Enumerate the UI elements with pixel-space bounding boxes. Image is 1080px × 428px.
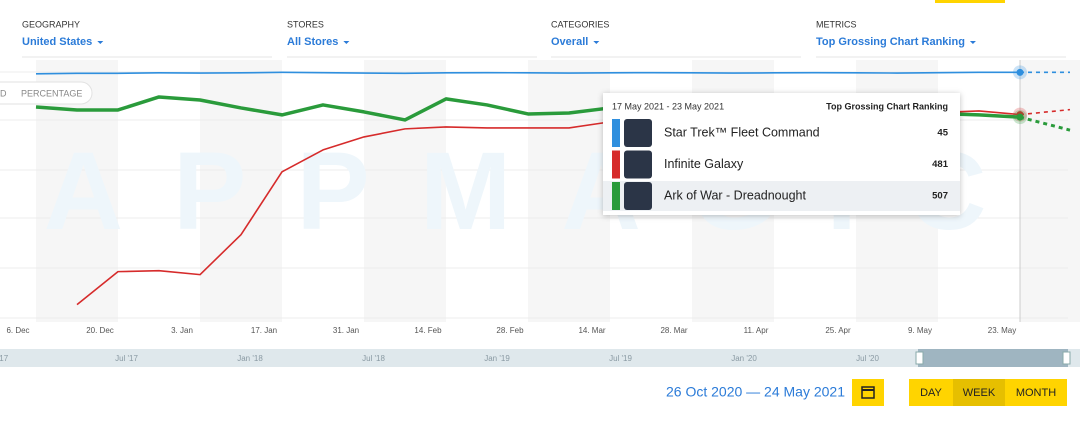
x-tick-label: 31. Jan — [333, 326, 359, 335]
column-band — [1020, 60, 1080, 322]
calendar-button[interactable] — [852, 379, 884, 406]
timeline-label: Jul '20 — [856, 354, 879, 363]
dropdown-caret[interactable] — [343, 41, 350, 44]
timeline-label: Jan '20 — [731, 354, 757, 363]
app-value: 481 — [932, 159, 949, 170]
filter-value[interactable]: Overall — [551, 36, 588, 48]
handle[interactable] — [1062, 351, 1071, 365]
series-line — [35, 71, 1020, 75]
filter-value[interactable]: All Stores — [287, 36, 338, 48]
toggle-option[interactable]: D — [0, 88, 7, 98]
hover-point — [1016, 68, 1024, 76]
tooltip-title: 17 May 2021 - 23 May 2021 — [612, 101, 724, 111]
x-tick-label: 6. Dec — [6, 326, 29, 335]
projection — [1019, 115, 1071, 132]
tooltip: 17 May 2021 - 23 May 2021 Top Grossing C… — [603, 93, 960, 215]
plot: 6. Dec 20. Dec 3. Jan 17. Jan 31. Jan 14. Feb… — [6, 65, 1071, 335]
dropdown-caret[interactable] — [97, 41, 104, 44]
handle[interactable] — [915, 351, 924, 365]
app-name: Ark of War - Dreadnought — [664, 188, 806, 202]
filter-label: METRICS — [816, 19, 857, 29]
app-value: 507 — [932, 191, 948, 202]
color-bar — [612, 182, 620, 210]
date-range[interactable]: 26 Oct 2020 — 24 May 2021 — [666, 384, 845, 400]
x-tick-label: 23. May — [988, 326, 1016, 335]
x-tick-label: 28. Mar — [660, 326, 687, 335]
toggle-option[interactable]: PERCENTAGE — [21, 88, 82, 98]
period-button[interactable] — [953, 379, 1005, 406]
filter-label: GEOGRAPHY — [22, 19, 80, 29]
top-button-edge[interactable] — [935, 0, 1005, 3]
color-bar — [612, 150, 620, 179]
timeline[interactable]: '17 Jul '17 Jan '18 Jul '18 Jan '19 Jul '19 Ja… — [0, 349, 1080, 367]
app-icon — [624, 119, 652, 147]
filter-value[interactable]: United States — [22, 36, 92, 48]
period-label[interactable]: DAY — [920, 387, 942, 399]
x-tick-label: 11. Apr — [744, 326, 769, 335]
period-button[interactable] — [909, 379, 953, 406]
filter-label: STORES — [287, 19, 324, 29]
timeline-label: Jul '18 — [362, 354, 385, 363]
color-bar — [612, 119, 620, 147]
app-name: Infinite Galaxy — [664, 157, 744, 171]
dropdown-caret[interactable] — [593, 41, 600, 44]
calendar-icon — [861, 386, 875, 399]
toggle-pill[interactable] — [0, 81, 93, 105]
period-button[interactable] — [1005, 379, 1067, 406]
x-tick-label: 25. Apr — [825, 326, 851, 335]
app-icon — [624, 150, 652, 179]
timeline-selection[interactable] — [918, 349, 1068, 367]
app-name: Star Trek™ Fleet Command — [664, 125, 820, 139]
timeline-track — [0, 349, 1080, 367]
app-value: 45 — [937, 128, 948, 139]
timeline-label: Jul '17 — [115, 354, 138, 363]
calendar-button-bg[interactable] — [852, 379, 884, 406]
timeline-label: '17 — [0, 354, 9, 363]
timeline-label: Jan '19 — [484, 354, 510, 363]
x-tick-label: 28. Feb — [496, 326, 524, 335]
x-tick-label: 9. May — [908, 326, 932, 335]
timeline-label: Jul '19 — [609, 354, 632, 363]
mode-toggle[interactable]: D PERCENTAGE — [0, 81, 93, 105]
x-tick-label: 3. Jan — [171, 326, 193, 335]
filters: GEOGRAPHY United States STORES All Stores CA… — [22, 19, 1066, 58]
x-tick-label: 17. Jan — [251, 326, 277, 335]
projection — [1019, 108, 1071, 116]
period-switch[interactable]: DAY WEEK MONTH — [909, 379, 1067, 406]
column-band — [364, 60, 446, 322]
app-icon — [624, 182, 652, 210]
column-band — [528, 60, 610, 322]
tooltip-metric: Top Grossing Chart Ranking — [826, 101, 948, 111]
dropdown-caret[interactable] — [969, 41, 976, 44]
x-tick-label: 14. Feb — [414, 326, 442, 335]
row-highlight — [603, 181, 960, 211]
x-tick-label: 14. Mar — [578, 326, 605, 335]
filter-label: CATEGORIES — [551, 19, 609, 29]
hover-point — [1016, 113, 1024, 121]
x-tick-label: 20. Dec — [86, 326, 114, 335]
filter-value[interactable]: Top Grossing Chart Ranking — [816, 36, 965, 48]
period-label[interactable]: MONTH — [1016, 387, 1056, 399]
period-label[interactable]: WEEK — [963, 387, 996, 399]
timeline-label: Jan '18 — [237, 354, 263, 363]
